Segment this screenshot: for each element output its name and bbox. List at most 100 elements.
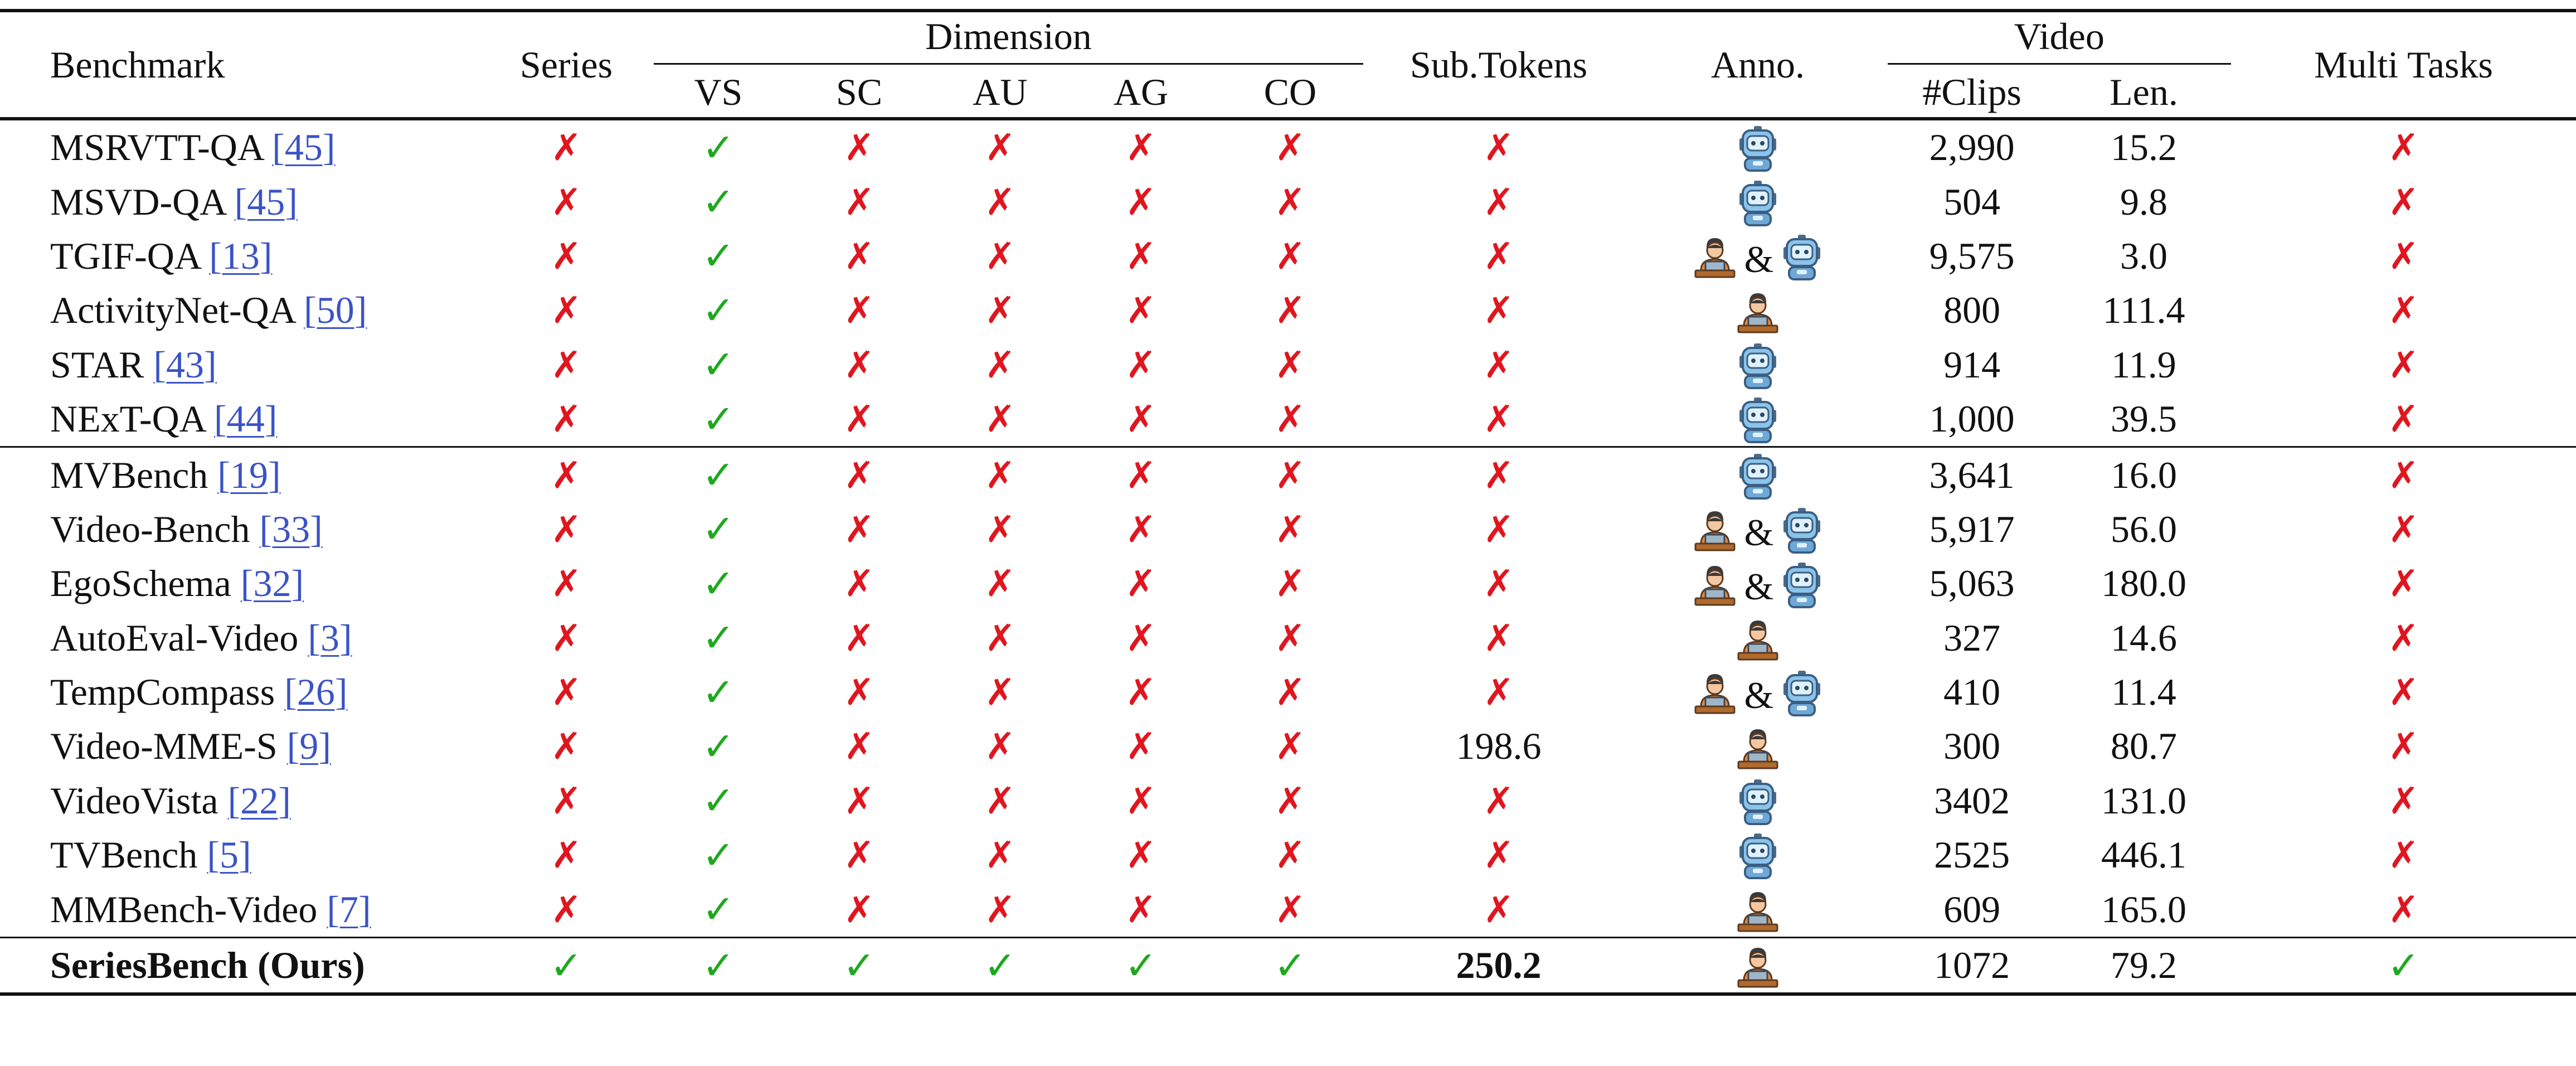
dimension-cell: ✗ [1071,719,1212,773]
dimension-cross-icon: ✗ [984,725,1015,768]
citation-link[interactable]: [13] [209,234,273,277]
citation-link[interactable]: [50] [304,289,367,332]
dimension-cell: ✓ [648,392,789,447]
benchmark-name: NExT-QA [50,398,205,440]
len-value: 14.6 [2110,616,2177,659]
citation-link[interactable]: [44] [214,398,278,440]
len-cell: 165.0 [2057,882,2231,937]
sub-tokens-cross-icon: ✗ [1483,453,1514,497]
citation-link[interactable]: [3] [308,616,352,659]
citation-link[interactable]: [32] [240,562,304,605]
dimension-check-icon: ✓ [702,778,735,824]
dimension-cross-icon: ✗ [1275,834,1306,877]
multi-tasks-cell: ✗ [2231,392,2576,447]
len-value: 56.0 [2110,507,2177,550]
benchmark-name: EgoSchema [50,562,231,605]
dimension-cell: ✗ [930,556,1071,610]
dimension-cross-icon: ✗ [1125,888,1156,931]
clips-cell: 2,990 [1888,119,2057,175]
benchmark-name: SeriesBench (Ours) [50,944,365,987]
benchmark-name-cell: EgoSchema [32] [0,556,484,610]
multi-tasks-cross-icon: ✗ [2388,779,2419,822]
dimension-cell: ✗ [789,119,930,175]
series-cross-icon: ✗ [551,126,582,169]
series-cross-icon: ✗ [551,343,582,386]
multi-tasks-cross-icon: ✗ [2388,562,2419,605]
citation-link[interactable]: [33] [259,507,323,550]
len-value: 165.0 [2101,888,2186,931]
citation-link[interactable]: [19] [217,453,281,496]
dimension-cell: ✗ [789,392,930,447]
sub-tokens-cross-icon: ✗ [1483,616,1514,660]
dimension-cross-icon: ✗ [984,888,1015,931]
citation-link[interactable]: [22] [227,779,291,822]
clips-cell: 504 [1888,175,2057,229]
dimension-cross-icon: ✗ [843,234,875,278]
dimension-check-icon: ✓ [702,723,735,769]
dimension-check-icon: ✓ [702,615,735,661]
ampersand: & [1744,238,1774,280]
sub-tokens-cross-icon: ✗ [1483,234,1514,278]
clips-value: 504 [1943,180,2001,223]
header-multi-tasks: Multi Tasks [2314,43,2493,86]
dimension-cell: ✓ [648,828,789,882]
dimension-cell: ✗ [1211,774,1369,828]
multi-tasks-cell: ✗ [2231,719,2576,773]
dimension-cell: ✗ [789,338,930,392]
anno-cell [1628,175,1887,229]
citation-link[interactable]: [45] [272,126,336,169]
dimension-cross-icon: ✗ [1275,398,1306,441]
benchmark-name: MSRVTT-QA [50,126,263,169]
dimension-cross-icon: ✗ [1125,398,1156,441]
len-cell: 9.8 [2057,175,2231,229]
dimension-cross-icon: ✗ [984,398,1015,441]
dimension-cell: ✗ [930,119,1071,175]
clips-cell: 5,063 [1888,556,2057,610]
len-cell: 16.0 [2057,447,2231,502]
dimension-cell: ✗ [789,175,930,229]
dimension-cell: ✗ [1211,611,1369,665]
dimension-cell: ✗ [1211,338,1369,392]
citation-link[interactable]: [45] [234,180,298,223]
multi-tasks-cell: ✗ [2231,882,2576,937]
len-cell: 79.2 [2057,937,2231,994]
len-value: 11.4 [2111,671,2176,714]
table-row: MVBench [19] ✗ ✓ ✗ ✗ ✗ ✗ ✗ 3,641 16.0 ✗ [0,447,2576,502]
dimension-cell: ✗ [930,882,1071,937]
multi-tasks-cell: ✗ [2231,338,2576,392]
citation-link[interactable]: [9] [286,725,331,768]
dimension-check-icon: ✓ [843,942,876,989]
multi-tasks-cell: ✗ [2231,119,2576,175]
citation-link[interactable]: [26] [284,671,348,714]
clips-cell: 9,575 [1888,229,2057,283]
dimension-cross-icon: ✗ [1275,507,1306,551]
header-series: Series [519,43,613,86]
series-cell: ✗ [484,119,648,175]
dimension-cross-icon: ✗ [1275,725,1306,768]
dimension-cell: ✗ [789,882,930,937]
dimension-cell: ✗ [789,828,930,882]
dimension-cross-icon: ✗ [1125,234,1156,278]
dimension-check-icon: ✓ [702,124,735,171]
dimension-cell: ✗ [1211,719,1369,773]
dimension-cell: ✗ [789,719,930,773]
sub-tokens-cross-icon: ✗ [1483,343,1514,386]
clips-cell: 5,917 [1888,502,2057,556]
multi-tasks-cross-icon: ✗ [2388,507,2419,551]
dimension-cross-icon: ✗ [1275,453,1306,497]
dimension-cell: ✗ [789,283,930,337]
table-row: TempCompass [26] ✗ ✓ ✗ ✗ ✗ ✗ ✗ & 410 11.4 ✗ [0,665,2576,719]
len-value: 11.9 [2111,343,2176,386]
table-row: AutoEval-Video [3] ✗ ✓ ✗ ✗ ✗ ✗ ✗ 327 14.6 ✗ [0,611,2576,665]
citation-link[interactable]: [5] [207,834,251,876]
citation-link[interactable]: [7] [327,888,371,931]
table-row: ActivityNet-QA [50] ✗ ✓ ✗ ✗ ✗ ✗ ✗ 800 111.4 ✗ [0,283,2576,337]
clips-value: 800 [1943,289,2001,332]
dimension-cell: ✗ [1071,283,1212,337]
human-annotator-icon [1737,729,1778,769]
robot-annotator-icon [1739,126,1776,172]
benchmark-name-cell: Video-MME-S [9] [0,719,484,773]
citation-link[interactable]: [43] [153,343,217,386]
benchmark-name: TGIF-QA [50,234,200,277]
dimension-cell: ✗ [789,774,930,828]
